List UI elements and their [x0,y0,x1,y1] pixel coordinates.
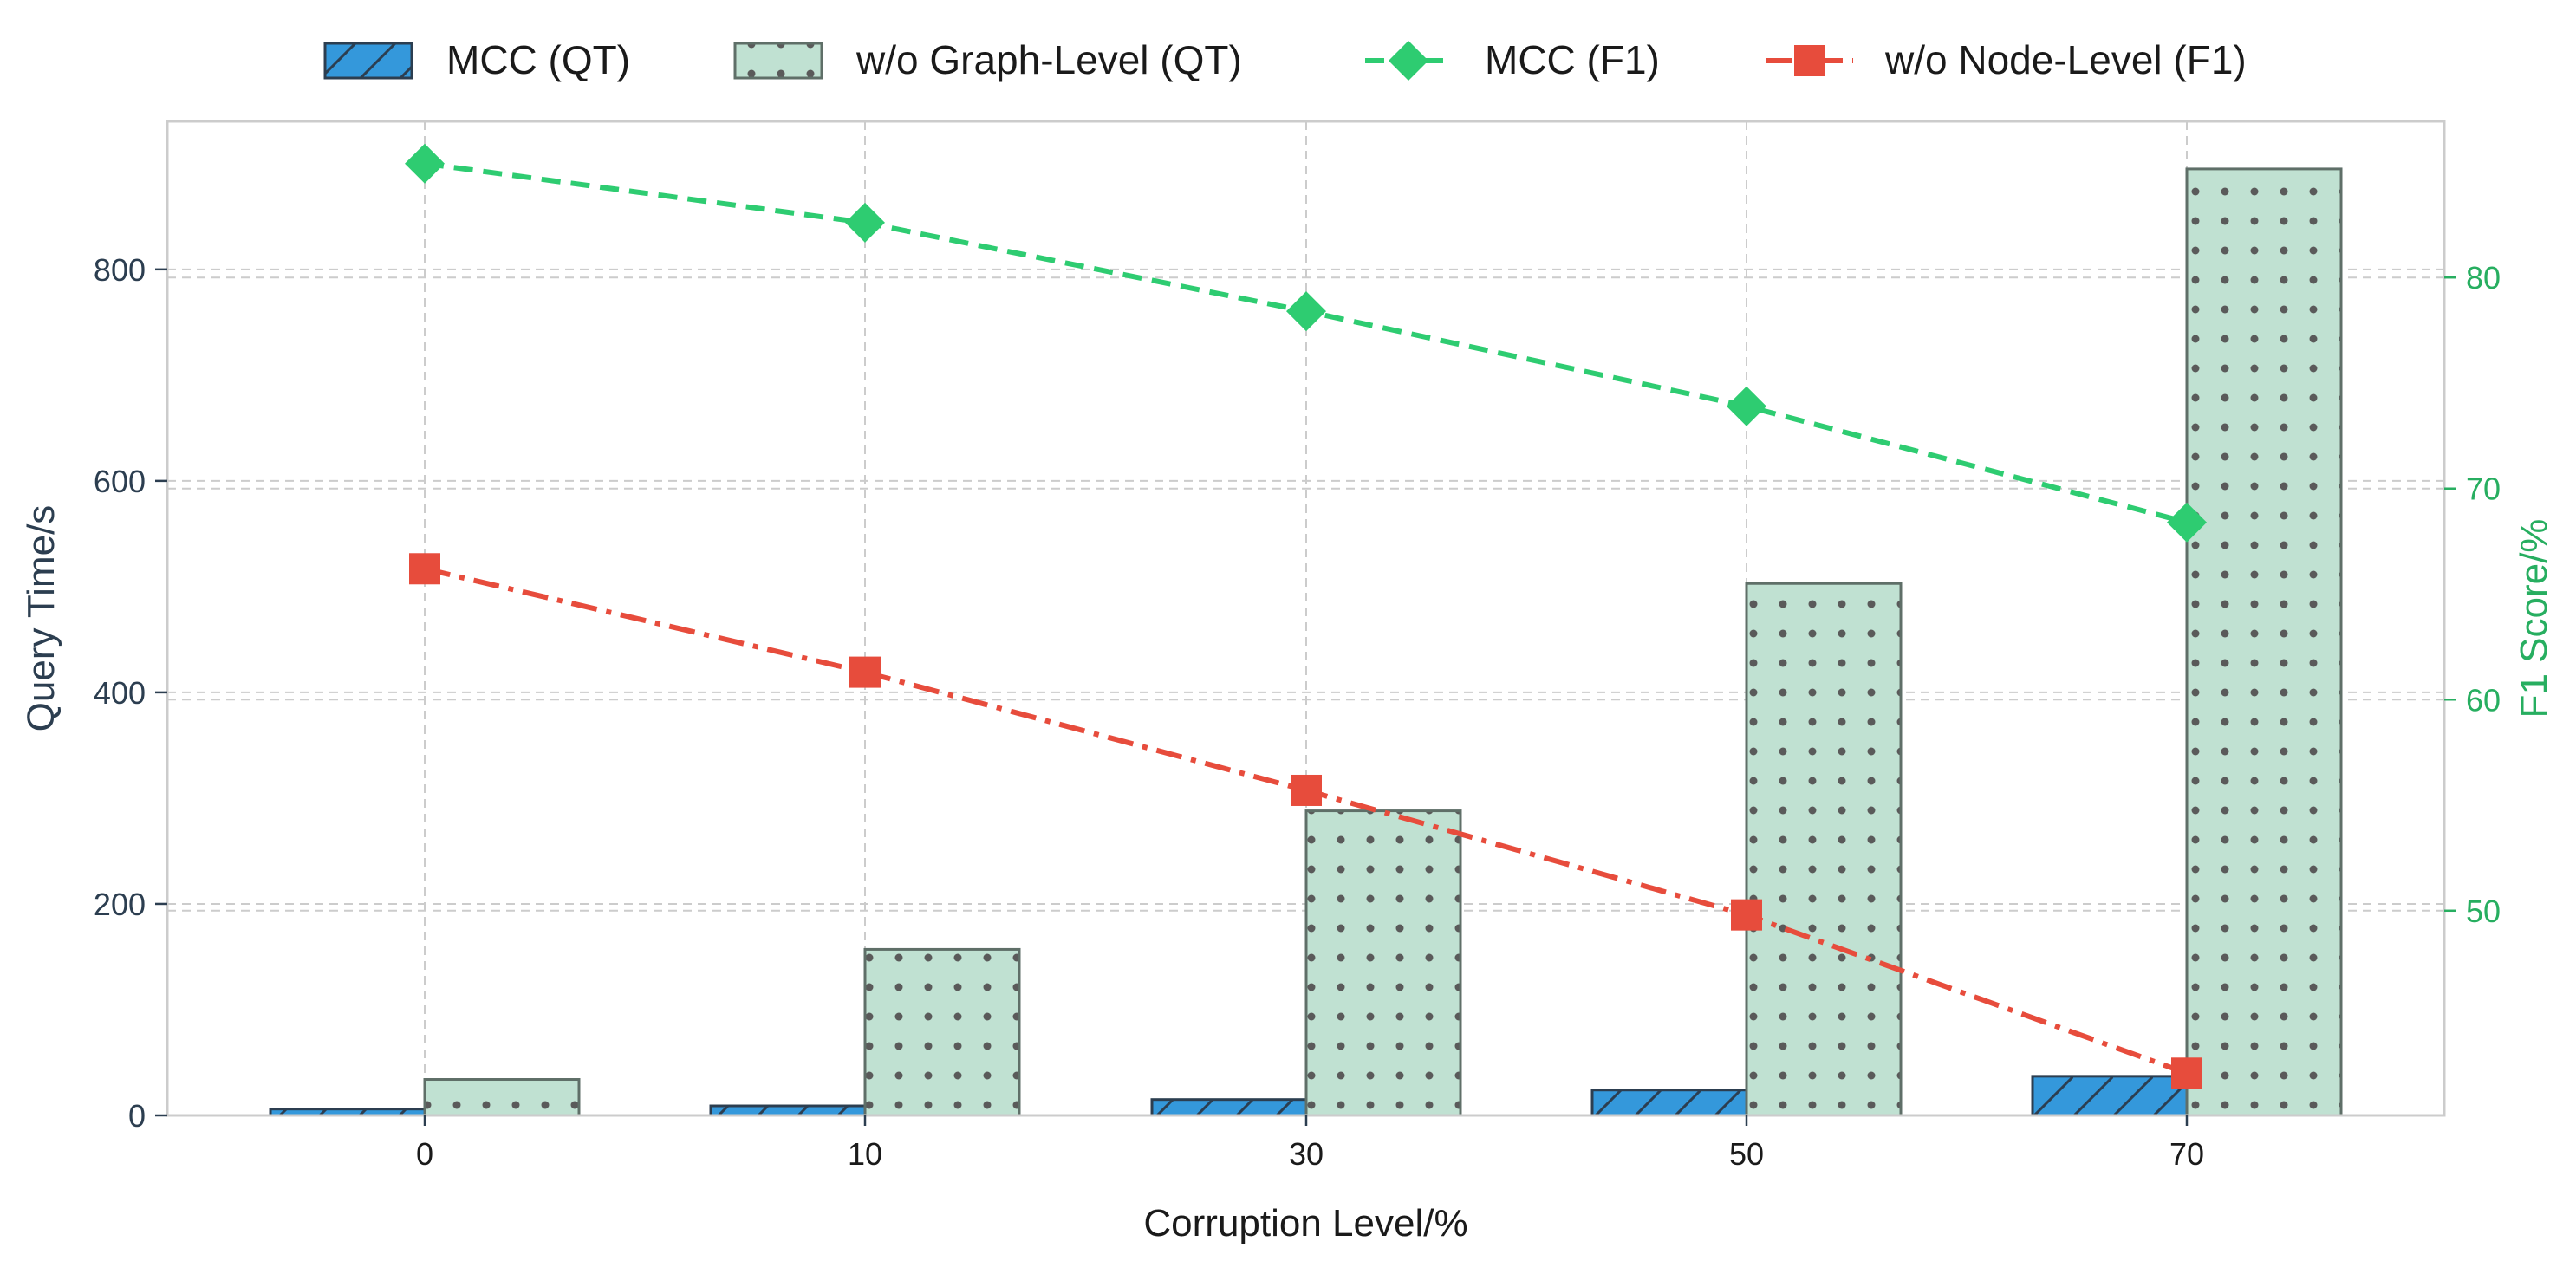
marker-mcc-f1-50 [1727,386,1766,426]
legend: MCC (QT) w/o Graph-Level (QT) MCC (F1) w/o … [323,37,2247,82]
legend-w-o-graph-level-qt-swatch [733,42,823,80]
marker-mcc-f1-70 [2167,502,2207,543]
y2-tick-label-70: 70 [2466,471,2501,507]
marker-w-o-node-level-f1-50 [1731,899,1762,931]
y2-axis-label: F1 Score/% [2513,519,2555,718]
marker-w-o-node-level-f1-30 [1291,774,1322,806]
marker-w-o-node-level-f1-10 [849,656,881,688]
y-tick-label-200: 200 [94,887,146,922]
bar-mcc-qt-10 [709,1104,867,1117]
y-tick-label-400: 400 [94,675,146,711]
bar-w-o-graph-level-qt-0 [423,1078,581,1117]
marker-mcc-f1-10 [845,202,885,243]
y2-tick-label-60: 60 [2466,682,2501,718]
bar-w-o-graph-level-qt-30 [1304,809,1462,1117]
y-tick-label-0: 0 [128,1098,146,1134]
marker-w-o-node-level-f1-70 [2171,1057,2202,1089]
x-tick-label-0: 0 [416,1136,433,1172]
legend-mcc-f1-marker [1389,41,1428,81]
bar-w-o-graph-level-qt-50 [1745,582,1903,1117]
x-tick-label-10: 10 [848,1136,882,1172]
y-tick-label-600: 600 [94,464,146,499]
legend-w-o-graph-level-qt-label: w/o Graph-Level (QT) [855,37,1242,82]
legend-mcc-qt-label: MCC (QT) [446,37,630,82]
y-axis-label: Query Time/s [20,505,62,732]
y-tick-label-800: 800 [94,252,146,288]
line-series [405,143,2207,1089]
bar-w-o-graph-level-qt-10 [863,947,1021,1117]
legend-w-o-node-level-f1-marker [1794,45,1825,76]
legend-mcc-f1-label: MCC (F1) [1485,37,1660,82]
x-tick-label-50: 50 [1729,1136,1764,1172]
bar-mcc-qt-30 [1150,1098,1308,1117]
x-tick-label-30: 30 [1289,1136,1324,1172]
bar-mcc-qt-50 [1590,1089,1748,1117]
marker-mcc-f1-30 [1286,291,1326,332]
y2-tick-label-50: 50 [2466,894,2501,929]
x-axis-label: Corruption Level/% [1143,1202,1467,1245]
marker-mcc-f1-0 [405,143,445,184]
legend-w-o-node-level-f1-label: w/o Node-Level (F1) [1884,37,2247,82]
bar-w-o-graph-level-qt-70 [2185,167,2343,1117]
x-tick-label-70: 70 [2169,1136,2204,1172]
marker-w-o-node-level-f1-0 [409,553,440,585]
y2-tick-label-80: 80 [2466,260,2501,296]
bars [269,167,2343,1117]
legend-mcc-qt-swatch [323,42,413,80]
bar-mcc-qt-70 [2031,1075,2189,1117]
